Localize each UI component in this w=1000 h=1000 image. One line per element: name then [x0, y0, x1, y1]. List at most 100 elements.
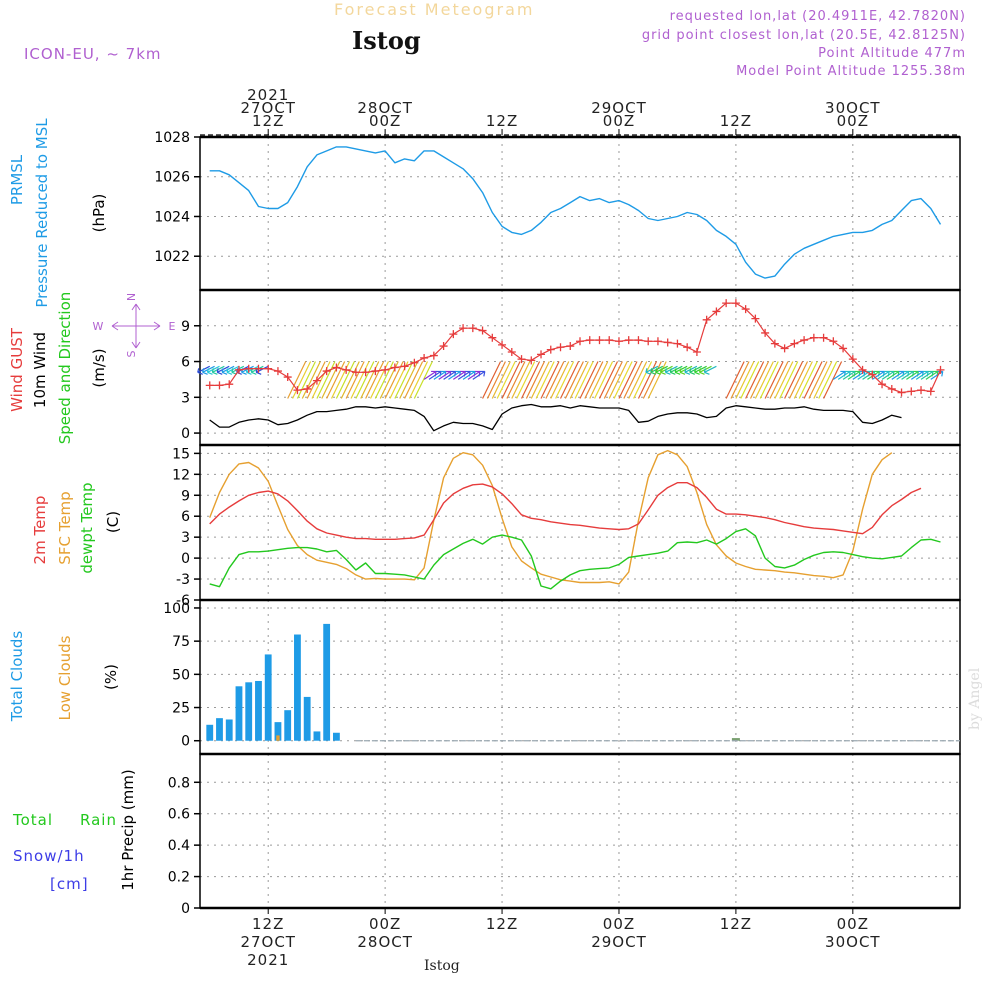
- panel-temperature: -6 -3 0 3 6 9 12 15: [172, 443, 961, 609]
- wind-barb-hatch: [535, 361, 555, 399]
- wind-gust-marker: [303, 384, 312, 393]
- wind-barb-hatch: [501, 361, 521, 399]
- wind-gust-marker: [400, 362, 409, 371]
- wind-barb-hatch: [633, 361, 653, 399]
- wind-barb-hatch: [296, 361, 316, 399]
- wind-gust-marker: [488, 333, 497, 342]
- wind-barb-hatch: [628, 361, 648, 399]
- wind-barb-hatch: [345, 361, 365, 399]
- precip-cm-label: [cm]: [50, 875, 89, 893]
- credit-watermark: by Angel: [967, 667, 983, 730]
- wind-barb-hatch: [618, 361, 638, 399]
- temp-sfc-line: [209, 449, 893, 585]
- wind-barb-hatch: [818, 361, 838, 399]
- bottom-time-label: 29OCT: [591, 933, 647, 951]
- extra-cloud-bar: [731, 738, 740, 741]
- wind-gust-marker: [634, 336, 643, 345]
- wind-gust-marker: [449, 330, 458, 339]
- top-time-label: 28OCT: [357, 99, 413, 117]
- wind-barb-head: [703, 368, 710, 375]
- wind-barb-head: [206, 368, 213, 375]
- y-tick-label: 6: [181, 509, 190, 525]
- wind-gust-marker: [848, 355, 857, 364]
- wind-barb-head: [674, 368, 681, 375]
- wind-barb-hatch: [803, 361, 823, 399]
- wind-gust-marker: [507, 348, 516, 356]
- requested-coordinates: requested lon,lat (20.4911E, 42.7820N): [669, 9, 966, 24]
- wind-gust-marker: [517, 355, 526, 364]
- wind-gust-marker: [751, 314, 760, 323]
- pressure-unit: (hPa): [90, 194, 108, 233]
- wind-gust-marker: [293, 386, 302, 395]
- wind-barb-hatch: [520, 361, 541, 399]
- model-point-altitude: Model Point Altitude 1255.38m: [736, 64, 966, 79]
- wind-barbs: [197, 361, 944, 399]
- wind-barb-head: [216, 368, 223, 375]
- wind-barb-hatch: [369, 361, 390, 399]
- precip-total-label: Total: [12, 811, 53, 829]
- bottom-time-label: 28OCT: [357, 933, 413, 951]
- wind-gust-marker: [429, 351, 438, 360]
- wind-barb-hatch: [516, 361, 536, 399]
- wind-barb-hatch: [642, 361, 662, 399]
- wind-barb-hatch: [608, 361, 628, 399]
- y-tick-label: 0.8: [168, 775, 190, 791]
- y-tick-label: 1028: [154, 130, 190, 146]
- panel-precip: 0 0.2 0.4 0.6 0.8 Total Rain Snow/1h [cm]: [12, 752, 961, 917]
- wind-barb-hatch: [496, 361, 516, 399]
- wind-barb-hatch: [647, 361, 667, 399]
- wind-barb-arrow: [453, 370, 466, 380]
- wind-barb-arrow: [910, 370, 924, 380]
- wind-barb-head: [221, 368, 228, 375]
- wind-barb-hatch: [774, 361, 794, 399]
- wind-barb-hatch: [408, 361, 429, 399]
- wind-barb-head: [211, 368, 218, 375]
- y-tick-label: 1026: [154, 170, 190, 186]
- wind-barb-arrow: [837, 370, 851, 380]
- wind-gust-marker: [264, 364, 273, 373]
- temp-sfc-label: SFC Temp: [56, 491, 74, 564]
- pressure-label-msl: Pressure Reduced to MSL: [33, 118, 51, 308]
- wind-barb-hatch: [589, 361, 609, 399]
- brand-title: Forecast Meteogram: [334, 0, 535, 19]
- wind-gust-marker: [381, 365, 390, 374]
- wind-barb-hatch: [594, 361, 614, 399]
- wind-barb-hatch: [564, 361, 584, 399]
- low-cloud-bar: [276, 735, 280, 741]
- wind-gust-marker: [371, 367, 380, 376]
- wind-barb-arrow: [428, 370, 442, 380]
- precip-unit: 1hr Precip (mm): [119, 769, 137, 890]
- compass-west: W: [93, 320, 104, 333]
- wind-barb-arrow: [881, 370, 895, 380]
- pressure-label-prmsl: PRMSL: [8, 154, 26, 205]
- wind-barb-hatch: [550, 361, 570, 399]
- wind-gust-marker: [498, 340, 507, 349]
- wind-barb-hatch: [813, 361, 833, 399]
- temp-dewpt-label: dewpt Temp: [78, 482, 96, 573]
- wind-gust-marker: [809, 333, 818, 342]
- wind-gust-marker: [878, 380, 887, 389]
- wind-gust-marker: [936, 365, 945, 374]
- top-time-label: 2021: [247, 86, 289, 104]
- precip-rain-label: Rain: [80, 811, 117, 829]
- wind-barb-hatch: [374, 361, 394, 399]
- wind-barb-head: [664, 368, 671, 375]
- wind-barb-head: [655, 368, 661, 375]
- wind-gust-marker: [351, 368, 360, 377]
- y-tick-label: 0.6: [168, 807, 190, 823]
- y-tick-label: 0: [181, 901, 190, 917]
- wind-barb-arrow: [438, 370, 452, 380]
- wind-barb-hatch: [788, 361, 809, 399]
- wind-barb-hatch: [603, 361, 623, 399]
- y-tick-label: 3: [181, 390, 190, 406]
- wind-gust-marker: [527, 356, 536, 365]
- wind-barb-hatch: [384, 361, 404, 399]
- wind-gust-marker: [254, 364, 263, 373]
- wind-gust-marker: [478, 326, 487, 335]
- compass-east: E: [169, 320, 176, 333]
- y-tick-label: 0: [181, 426, 190, 442]
- wind-barb-hatch: [482, 361, 502, 399]
- top-time-label: 00Z: [603, 112, 635, 130]
- wind-gust-marker: [614, 337, 623, 346]
- total-cloud-bar: [303, 696, 311, 741]
